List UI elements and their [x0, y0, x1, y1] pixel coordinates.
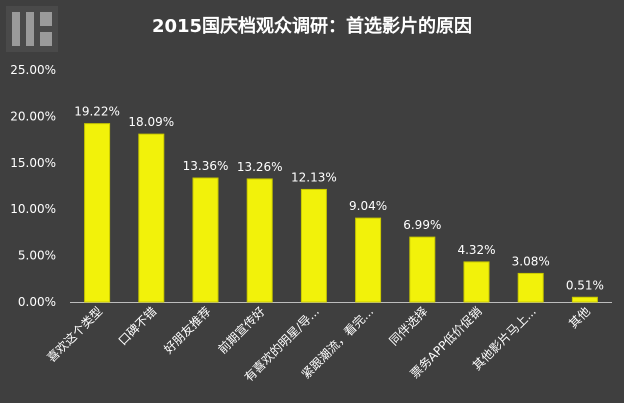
y-tick-label: 10.00%	[10, 202, 56, 216]
chart-title: 2015国庆档观众调研：首选影片的原因	[152, 15, 472, 37]
logo-icon	[6, 6, 58, 52]
data-label: 19.22%	[74, 105, 120, 119]
data-label: 9.04%	[349, 199, 387, 213]
y-tick-label: 20.00%	[10, 109, 56, 123]
bar	[138, 133, 165, 303]
bar	[300, 188, 327, 303]
data-label: 6.99%	[403, 218, 441, 232]
data-label: 3.08%	[512, 254, 550, 268]
bar	[409, 236, 436, 303]
bar	[192, 177, 219, 303]
x-tick-label: 好朋友推荐	[161, 304, 213, 356]
bar	[84, 123, 111, 303]
bar	[517, 272, 544, 303]
data-label: 4.32%	[457, 243, 495, 257]
x-tick-label: 前期宣传好	[215, 304, 268, 357]
bars-layer	[84, 123, 598, 303]
data-label: 18.09%	[128, 115, 174, 129]
y-tick-label: 25.00%	[10, 63, 56, 77]
y-tick-label: 0.00%	[18, 295, 56, 309]
y-tick-label: 5.00%	[18, 249, 56, 263]
data-label: 0.51%	[566, 278, 604, 292]
x-tick-label: 其他	[566, 304, 593, 331]
axis-layer: 0.00% 5.00% 10.00% 15.00% 20.00% 25.00%	[10, 63, 612, 309]
bar	[355, 217, 382, 303]
data-label: 12.13%	[291, 170, 337, 184]
bar	[571, 296, 598, 303]
data-label: 13.26%	[237, 160, 283, 174]
x-tick-label: 同伴选择	[387, 304, 431, 348]
data-label: 13.36%	[183, 159, 229, 173]
x-tick-label: 喜欢这个类型	[44, 304, 106, 366]
y-tick-label: 15.00%	[10, 156, 56, 170]
bar	[463, 261, 490, 303]
bar	[246, 178, 273, 303]
x-tick-label: 口碑不错	[115, 304, 160, 349]
